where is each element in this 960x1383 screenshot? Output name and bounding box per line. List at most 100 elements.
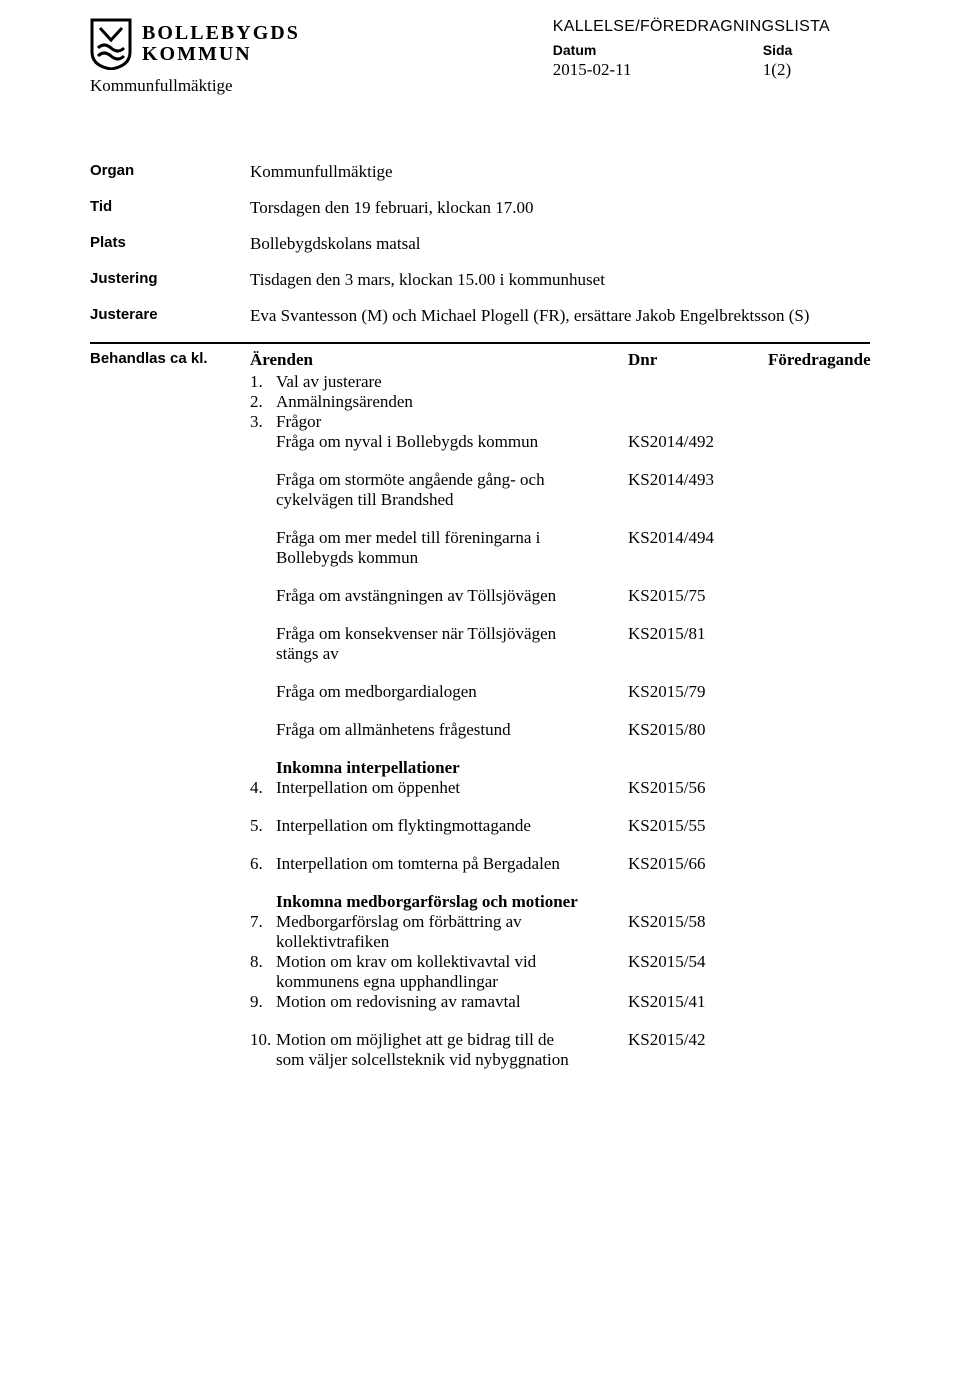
tid-value: Torsdagen den 19 februari, klockan 17.00	[250, 198, 870, 218]
item-text: Fråga om nyval i Bollebygds kommun	[276, 432, 538, 451]
datum-value: 2015-02-11	[553, 60, 763, 80]
logo-text: BOLLEBYGDS KOMMUN	[142, 23, 300, 65]
row-justerare: Justerare Eva Svantesson (M) och Michael…	[90, 306, 870, 326]
item-1: 1.Val av justerare	[90, 372, 870, 392]
item-text: Medborgarförslag om förbättring av	[276, 912, 522, 931]
item-num: 4.	[250, 778, 276, 798]
sida-label: Sida	[763, 42, 793, 58]
item-8-cont: kommunens egna upphandlingar	[90, 972, 870, 992]
plats-label: Plats	[90, 234, 250, 254]
item-dnr: KS2015/66	[628, 854, 768, 874]
row-justering: Justering Tisdagen den 3 mars, klockan 1…	[90, 270, 870, 290]
question-5-cont: stängs av	[90, 644, 870, 664]
logo-line1: BOLLEBYGDS	[142, 23, 300, 44]
item-3: 3.Frågor	[90, 412, 870, 432]
datum-label: Datum	[553, 42, 763, 58]
item-dnr: KS2015/41	[628, 992, 768, 1012]
tid-label: Tid	[90, 198, 250, 218]
subhead-text: Inkomna interpellationer	[276, 758, 460, 777]
justerare-value: Eva Svantesson (M) och Michael Plogell (…	[250, 306, 870, 326]
item-7-cont: kollektivtrafiken	[90, 932, 870, 952]
item-text: Motion om krav om kollektivavtal vid	[276, 952, 536, 971]
row-organ: Organ Kommunfullmäktige	[90, 162, 870, 182]
header-right: KALLELSE/FÖREDRAGNINGSLISTA Datum Sida 2…	[553, 18, 870, 80]
item-dnr: KS2015/81	[628, 624, 768, 644]
item-2: 2.Anmälningsärenden	[90, 392, 870, 412]
item-num: 1.	[250, 372, 276, 392]
subhead-interpellationer: Inkomna interpellationer	[90, 758, 870, 778]
item-dnr: KS2015/56	[628, 778, 768, 798]
item-text: Interpellation om tomterna på Bergadalen	[276, 854, 560, 873]
subhead-medborgarforslag: Inkomna medborgarförslag och motioner	[90, 892, 870, 912]
justerare-label: Justerare	[90, 306, 250, 326]
foredragande-label: Föredragande	[768, 350, 871, 370]
header-left: BOLLEBYGDS KOMMUN Kommunfullmäktige	[90, 18, 300, 96]
question-2-cont: cykelvägen till Brandshed	[90, 490, 870, 510]
header: BOLLEBYGDS KOMMUN Kommunfullmäktige KALL…	[90, 18, 870, 96]
question-4: Fråga om avstängningen av Töllsjövägen K…	[90, 586, 870, 606]
meta-labels: Datum Sida	[553, 42, 830, 58]
logo-block: BOLLEBYGDS KOMMUN	[90, 18, 300, 70]
item-dnr: KS2015/58	[628, 912, 768, 932]
item-text: Fråga om allmänhetens frågestund	[276, 720, 511, 739]
item-5: 5.Interpellation om flyktingmottagande K…	[90, 816, 870, 836]
item-num: 8.	[250, 952, 276, 972]
item-num: 10.	[250, 1030, 276, 1050]
row-plats: Plats Bollebygdskolans matsal	[90, 234, 870, 254]
organ-label: Organ	[90, 162, 250, 182]
item-num: 3.	[250, 412, 276, 432]
item-num: 6.	[250, 854, 276, 874]
item-num: 2.	[250, 392, 276, 412]
item-10-cont: som väljer solcellsteknik vid nybyggnati…	[90, 1050, 870, 1070]
item-dnr: KS2015/75	[628, 586, 768, 606]
organ-value: Kommunfullmäktige	[250, 162, 870, 182]
item-text: Motion om möjlighet att ge bidrag till d…	[276, 1030, 554, 1049]
item-text: kommunens egna upphandlingar	[276, 972, 498, 991]
sida-value: 1(2)	[763, 60, 791, 80]
item-text: Fråga om mer medel till föreningarna i	[276, 528, 540, 547]
question-6: Fråga om medborgardialogen KS2015/79	[90, 682, 870, 702]
meta-values: 2015-02-11 1(2)	[553, 60, 830, 80]
item-text: kollektivtrafiken	[276, 932, 389, 951]
item-text: stängs av	[276, 644, 339, 663]
agenda-head-row: Behandlas ca kl. Ärenden Dnr Föredragand…	[90, 350, 870, 370]
question-1: Fråga om nyval i Bollebygds kommun KS201…	[90, 432, 870, 452]
justering-value: Tisdagen den 3 mars, klockan 15.00 i kom…	[250, 270, 870, 290]
page: BOLLEBYGDS KOMMUN Kommunfullmäktige KALL…	[0, 0, 960, 1383]
shield-icon	[90, 18, 132, 70]
sender: Kommunfullmäktige	[90, 76, 300, 96]
logo-line2: KOMMUN	[142, 44, 300, 65]
item-dnr: KS2015/42	[628, 1030, 768, 1050]
item-7: 7.Medborgarförslag om förbättring av KS2…	[90, 912, 870, 932]
item-text: Val av justerare	[276, 372, 382, 391]
item-num: 5.	[250, 816, 276, 836]
dnr-label: Dnr	[628, 350, 768, 370]
row-tid: Tid Torsdagen den 19 februari, klockan 1…	[90, 198, 870, 218]
item-10: 10.Motion om möjlighet att ge bidrag til…	[90, 1030, 870, 1050]
doc-type: KALLELSE/FÖREDRAGNINGSLISTA	[553, 18, 830, 36]
item-text: Fråga om avstängningen av Töllsjövägen	[276, 586, 556, 605]
question-2: Fråga om stormöte angående gång- och KS2…	[90, 470, 870, 490]
info-block: Organ Kommunfullmäktige Tid Torsdagen de…	[90, 162, 870, 326]
agenda: Behandlas ca kl. Ärenden Dnr Föredragand…	[90, 350, 870, 1070]
item-dnr: KS2015/79	[628, 682, 768, 702]
item-dnr: KS2015/80	[628, 720, 768, 740]
item-text: som väljer solcellsteknik vid nybyggnati…	[276, 1050, 569, 1069]
item-6: 6.Interpellation om tomterna på Bergadal…	[90, 854, 870, 874]
item-text: Fråga om konsekvenser när Töllsjövägen	[276, 624, 556, 643]
behandlas-label: Behandlas ca kl.	[90, 350, 250, 370]
item-text: Interpellation om flyktingmottagande	[276, 816, 531, 835]
item-8: 8.Motion om krav om kollektivavtal vid K…	[90, 952, 870, 972]
item-num: 9.	[250, 992, 276, 1012]
justering-label: Justering	[90, 270, 250, 290]
item-text: Motion om redovisning av ramavtal	[276, 992, 521, 1011]
item-text: cykelvägen till Brandshed	[276, 490, 454, 509]
subhead-text: Inkomna medborgarförslag och motioner	[276, 892, 578, 911]
item-dnr: KS2014/493	[628, 470, 768, 490]
item-text: Bollebygds kommun	[276, 548, 418, 567]
item-dnr: KS2015/54	[628, 952, 768, 972]
item-dnr: KS2015/55	[628, 816, 768, 836]
divider	[90, 342, 870, 344]
item-text: Anmälningsärenden	[276, 392, 413, 411]
item-dnr: KS2014/494	[628, 528, 768, 548]
